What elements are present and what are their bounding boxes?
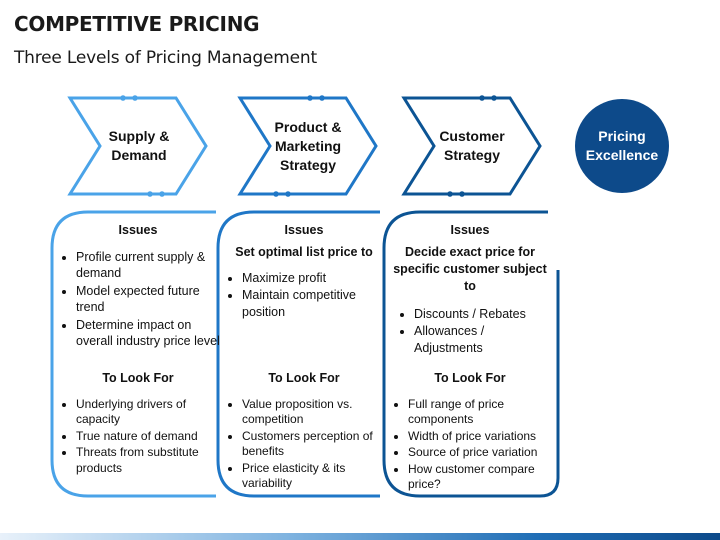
issues-heading: Issues xyxy=(118,223,158,237)
look-list: Underlying drivers of capacity True natu… xyxy=(54,397,222,477)
column-product-marketing: Issues Set optimal list price to Maximiz… xyxy=(220,222,388,321)
issues-frame-3 xyxy=(382,210,560,498)
page-title: COMPETITIVE PRICING xyxy=(14,12,260,36)
chevron-label-3: Customer Strategy xyxy=(439,128,505,163)
page-subtitle: Three Levels of Pricing Management xyxy=(14,48,317,68)
list-item: Determine impact on overall industry pri… xyxy=(76,317,222,350)
column-supply-demand: Issues Profile current supply & demand M… xyxy=(54,222,222,351)
goal-label: Pricing Excellence xyxy=(585,128,659,163)
look-heading: To Look For xyxy=(434,371,506,385)
look-heading: To Look For xyxy=(268,371,340,385)
chevron-arrow-1 xyxy=(67,95,208,197)
issues-list: Discounts / Rebates Allowances / Adjustm… xyxy=(386,306,554,357)
issues-frame-1 xyxy=(50,210,216,498)
look-list: Value proposition vs. competition Custom… xyxy=(220,397,388,492)
issues-lead: Decide exact price for specific customer… xyxy=(393,244,547,293)
list-item: How customer compare price? xyxy=(408,462,554,493)
list-item: True nature of demand xyxy=(76,429,222,445)
list-item: Maximize profit xyxy=(242,270,388,287)
issues-heading: Issues xyxy=(450,223,490,237)
list-item: Width of price variations xyxy=(408,429,554,445)
chevron-label-2: Product & Marketing Strategy xyxy=(274,118,342,173)
list-item: Discounts / Rebates xyxy=(414,306,554,323)
list-item: Allowances / Adjustments xyxy=(414,323,554,356)
list-item: Model expected future trend xyxy=(76,283,222,316)
list-item: Customers perception of benefits xyxy=(242,429,388,460)
issues-list: Maximize profit Maintain competitive pos… xyxy=(220,270,388,321)
list-item: Threats from substitute products xyxy=(76,445,222,476)
list-item: Value proposition vs. competition xyxy=(242,397,388,428)
list-item: Full range of price components xyxy=(408,397,554,428)
issues-frame-2 xyxy=(216,210,380,498)
chevron-arrow-3 xyxy=(401,95,542,197)
look-list: Full range of price components Width of … xyxy=(386,397,554,493)
goal-circle xyxy=(575,99,669,193)
chevron-label-1: Supply & Demand xyxy=(108,128,170,163)
footer-gradient-bar xyxy=(0,533,720,540)
issues-list: Profile current supply & demand Model ex… xyxy=(54,249,222,350)
column-product-marketing-look: To Look For Value proposition vs. compet… xyxy=(220,370,388,493)
list-item: Price elasticity & its variability xyxy=(242,461,388,492)
list-item: Profile current supply & demand xyxy=(76,249,222,282)
issues-lead: Set optimal list price to xyxy=(235,244,373,259)
column-customer-strategy: Issues Decide exact price for specific c… xyxy=(386,222,554,357)
list-item: Maintain competitive position xyxy=(242,287,388,320)
chevron-arrow-2 xyxy=(237,95,378,197)
column-supply-demand-look: To Look For Underlying drivers of capaci… xyxy=(54,370,222,477)
list-item: Underlying drivers of capacity xyxy=(76,397,222,428)
look-heading: To Look For xyxy=(102,371,174,385)
issues-heading: Issues xyxy=(284,223,324,237)
list-item: Source of price variation xyxy=(408,445,554,461)
column-customer-strategy-look: To Look For Full range of price componen… xyxy=(386,370,554,494)
